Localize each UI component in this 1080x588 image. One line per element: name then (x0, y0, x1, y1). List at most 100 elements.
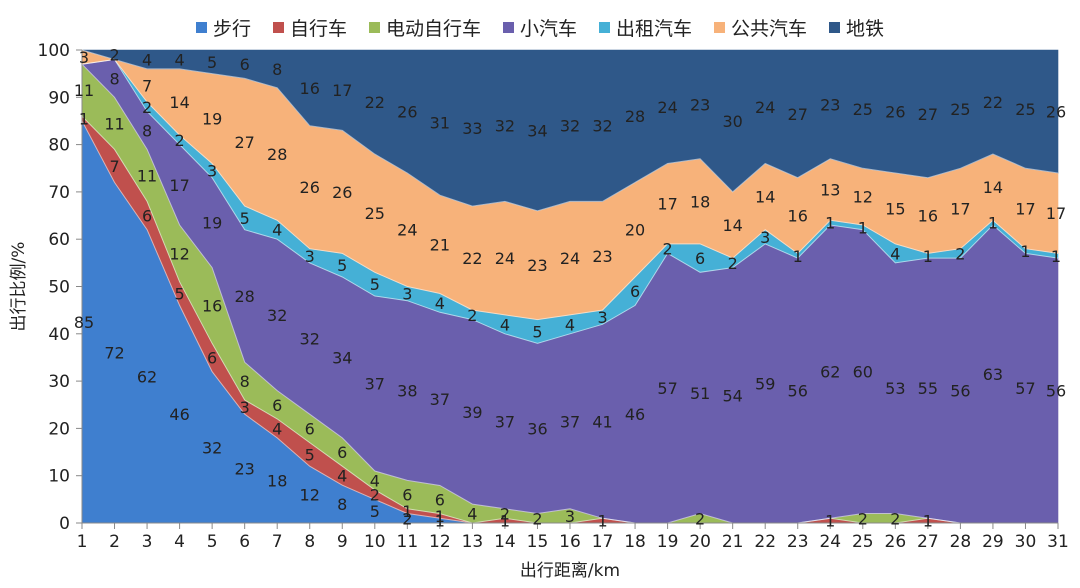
data-label: 2 (109, 46, 119, 65)
data-label: 72 (104, 344, 124, 363)
area-edge-5 (81, 49, 1059, 212)
data-label: 19 (202, 214, 222, 233)
data-label: 6 (240, 55, 250, 74)
data-label: 2 (728, 254, 738, 273)
legend-item: 自行车 (272, 14, 347, 41)
data-label: 23 (820, 95, 840, 114)
x-tick-label: 8 (304, 532, 315, 552)
x-tick-label: 10 (364, 532, 386, 552)
data-label: 17 (657, 195, 677, 214)
legend-swatch (368, 22, 380, 33)
data-label: 8 (337, 495, 347, 514)
data-label: 19 (202, 110, 222, 129)
data-label: 26 (1046, 102, 1066, 121)
data-label: 54 (722, 386, 742, 405)
data-label: 5 (370, 502, 380, 521)
x-tick-label: 4 (174, 532, 185, 552)
data-label: 15 (885, 199, 905, 218)
data-label: 5 (240, 209, 250, 228)
data-label: 5 (175, 285, 185, 304)
legend-label: 电动自行车 (385, 18, 481, 40)
data-label: 4 (890, 244, 900, 263)
x-axis-title: 出行距离/km (520, 561, 620, 581)
data-label: 53 (885, 379, 905, 398)
x-tick-label: 30 (1015, 532, 1037, 552)
legend-item: 出租汽车 (599, 14, 692, 41)
x-tick-label: 16 (559, 532, 581, 552)
data-label: 28 (234, 287, 254, 306)
x-tick-label: 12 (429, 532, 451, 552)
data-label: 37 (495, 412, 515, 431)
legend-item: 小汽车 (502, 14, 577, 41)
data-label: 1 (435, 512, 445, 531)
y-tick-label: 30 (48, 372, 70, 392)
data-label: 32 (592, 117, 612, 136)
data-label: 23 (527, 256, 547, 275)
y-tick-label: 20 (48, 419, 70, 439)
data-label: 27 (788, 105, 808, 124)
data-label: 6 (142, 207, 152, 226)
data-label: 32 (300, 330, 320, 349)
data-label: 4 (337, 467, 347, 486)
data-label: 1 (79, 110, 89, 129)
data-label: 7 (142, 76, 152, 95)
data-label: 8 (272, 60, 282, 79)
x-tick-label: 9 (337, 532, 348, 552)
data-label: 24 (657, 98, 677, 117)
data-label: 11 (137, 166, 157, 185)
data-label: 1 (825, 214, 835, 233)
data-label: 4 (370, 471, 380, 490)
data-label: 11 (74, 81, 94, 100)
x-tick-label: 21 (722, 532, 744, 552)
y-tick-label: 40 (48, 325, 70, 345)
data-label: 59 (755, 374, 775, 393)
data-label: 1 (402, 502, 412, 521)
x-tick-label: 18 (624, 532, 646, 552)
data-label: 5 (207, 53, 217, 72)
data-label: 22 (462, 249, 482, 268)
x-tick-label: 20 (689, 532, 711, 552)
y-tick-label: 100 (38, 41, 70, 61)
data-label: 8 (142, 121, 152, 140)
legend-swatch (502, 22, 514, 33)
data-label: 3 (305, 247, 315, 266)
legend-label: 公共汽车 (731, 18, 808, 40)
data-label: 2 (532, 509, 542, 528)
data-label: 2 (467, 306, 477, 325)
data-label: 2 (402, 509, 412, 528)
x-tick-label: 2 (109, 532, 120, 552)
data-label: 25 (853, 100, 873, 119)
data-label: 5 (337, 256, 347, 275)
data-label: 23 (592, 247, 612, 266)
data-label: 17 (950, 199, 970, 218)
data-label: 62 (137, 367, 157, 386)
x-tick-label: 28 (950, 532, 972, 552)
x-tick-label: 5 (207, 532, 218, 552)
x-tick-label: 23 (787, 532, 809, 552)
data-label: 4 (435, 294, 445, 313)
data-label: 8 (109, 69, 119, 88)
data-label: 33 (462, 119, 482, 138)
data-label: 63 (983, 365, 1003, 384)
data-label: 14 (983, 178, 1003, 197)
data-label: 4 (175, 50, 185, 69)
x-tick-label: 22 (754, 532, 776, 552)
data-label: 46 (625, 405, 645, 424)
data-label: 17 (332, 81, 352, 100)
legend-swatch (829, 22, 841, 33)
data-label: 2 (663, 240, 673, 259)
legend-label: 步行 (212, 18, 251, 40)
x-tick-label: 31 (1047, 532, 1069, 552)
data-label: 25 (950, 100, 970, 119)
data-label: 14 (169, 93, 189, 112)
data-label: 12 (853, 188, 873, 207)
data-label: 4 (142, 50, 152, 69)
x-tick-label: 7 (272, 532, 283, 552)
data-label: 21 (430, 235, 450, 254)
data-label: 34 (332, 348, 352, 367)
x-tick-label: 19 (657, 532, 679, 552)
legend-label: 地铁 (846, 18, 885, 40)
data-label: 3 (240, 398, 250, 417)
area-edge-3 (81, 58, 1059, 344)
area-edge-2 (81, 63, 1058, 524)
